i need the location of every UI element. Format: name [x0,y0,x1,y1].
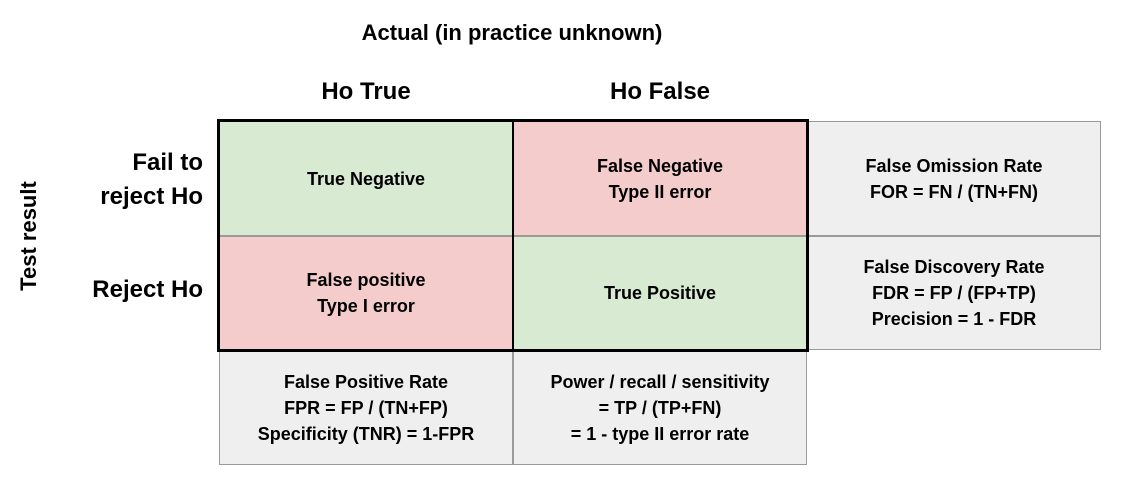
metric-line: Specificity (TNR) = 1-FPR [257,423,475,444]
cell-line: False Negative [596,155,724,176]
metric-line: = TP / (TP+FN) [598,397,722,418]
metric-line: Power / recall / sensitivity [550,371,770,392]
cell-line: False positive [306,270,426,290]
row-header-reject: Reject Ho [40,273,203,307]
column-header-ho-false: Ho False [609,78,711,105]
metric-line: False Positive Rate [283,371,449,392]
column-header-ho-true: Ho True [321,78,411,105]
metric-line: FOR = FN / (TN+FN) [870,181,1038,202]
cell-false-positive: False positive Type I error [219,236,513,350]
metric-false-positive-rate: False Positive Rate FPR = FP / (TN+FP) S… [219,350,513,465]
cell-line: Type II error [608,181,712,202]
cell-line: Type I error [317,296,415,316]
row-header-line: Fail to [132,149,203,176]
metric-line: Precision = 1 - FDR [871,309,1037,329]
metric-line: False Discovery Rate [863,257,1045,277]
metric-false-discovery-rate: False Discovery Rate FDR = FP / (FP+TP) … [807,236,1101,350]
cell-line: True Positive [603,283,717,303]
metric-power-recall: Power / recall / sensitivity = TP / (TP+… [513,350,807,465]
row-header-line: reject Ho [100,183,203,210]
row-header-line: Reject Ho [92,276,203,303]
actual-header: Actual (in practice unknown) [361,20,663,45]
row-header-fail-to-reject: Fail to reject Ho [40,146,203,214]
metric-line: FDR = FP / (FP+TP) [872,283,1036,303]
cell-true-negative: True Negative [219,121,513,236]
metric-line: FPR = FP / (TN+FP) [284,397,448,418]
cell-false-negative: False Negative Type II error [513,121,807,236]
cell-true-positive: True Positive [513,236,807,350]
metric-false-omission-rate: False Omission Rate FOR = FN / (TN+FN) [807,121,1101,236]
metric-line: = 1 - type II error rate [570,423,750,444]
metric-line: False Omission Rate [865,155,1043,176]
cell-line: True Negative [306,168,426,189]
matrix-divider [512,120,514,350]
